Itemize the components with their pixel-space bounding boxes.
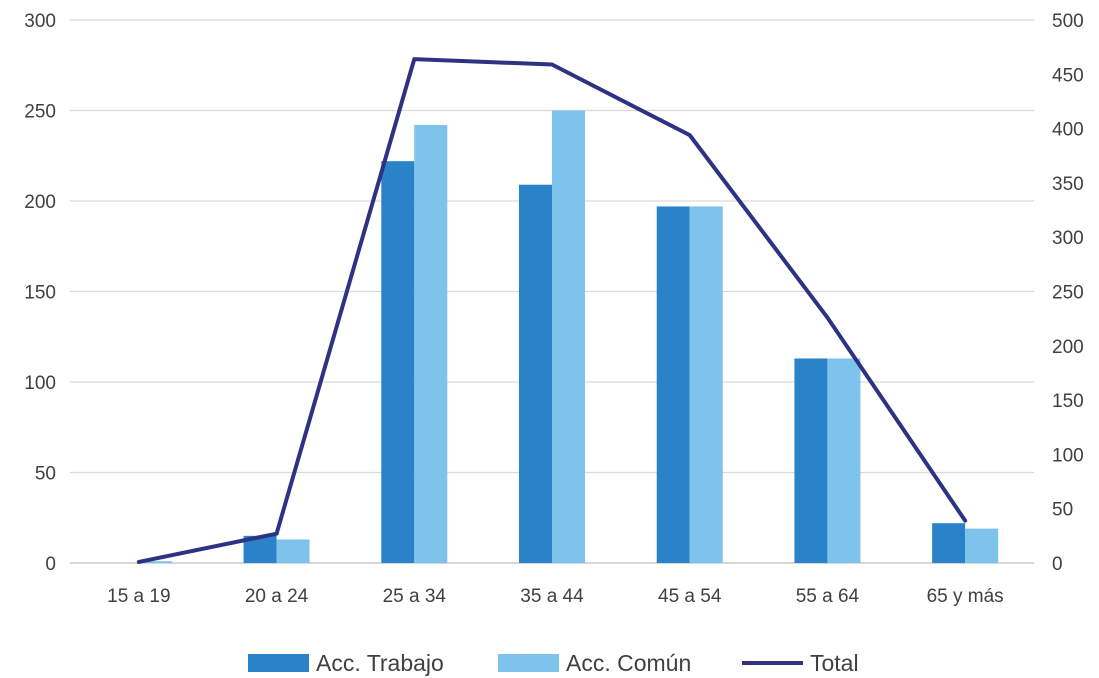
left-axis-tick-label: 150: [24, 283, 56, 304]
right-axis-tick-label: 450: [1052, 65, 1084, 86]
legend-item: Total: [742, 650, 859, 676]
x-axis-tick-label: 20 a 24: [245, 586, 309, 607]
left-axis-tick-label: 200: [24, 192, 56, 213]
left-y-axis: 0 50 100 150 200 250 300: [24, 11, 56, 575]
left-axis-tick-label: 250: [24, 102, 56, 123]
line-series: [136, 57, 968, 564]
x-axis-tick-label: 55 a 64: [796, 586, 860, 607]
legend-swatch: [498, 654, 559, 672]
bar-acc-com-n: [552, 110, 585, 563]
bar-acc-trabajo: [794, 358, 828, 563]
bar-acc-com-n: [276, 539, 310, 563]
legend-label: Total: [810, 650, 859, 676]
right-axis-tick-label: 100: [1052, 445, 1084, 466]
bar-acc-com-n: [414, 124, 448, 563]
right-axis-tick-label: 400: [1052, 120, 1084, 141]
bar-acc-com-n: [138, 561, 172, 563]
legend-item: Acc. Común: [498, 650, 691, 676]
x-axis-tick-label: 65 y más: [927, 586, 1004, 607]
left-axis-tick-label: 300: [24, 11, 56, 32]
x-axis-tick-label: 25 a 34: [383, 586, 447, 607]
right-axis-tick-label: 350: [1052, 174, 1084, 195]
legend-label: Acc. Común: [566, 650, 691, 676]
legend-item: Acc. Trabajo: [248, 650, 444, 676]
right-axis-tick-label: 200: [1052, 337, 1084, 358]
legend-label: Acc. Trabajo: [316, 650, 444, 676]
right-axis-tick-label: 500: [1052, 11, 1084, 32]
bar-acc-trabajo: [932, 523, 966, 563]
right-axis-tick-label: 50: [1052, 500, 1073, 521]
legend: Acc. Trabajo Acc. Común Total: [248, 650, 859, 676]
right-axis-tick-label: 150: [1052, 391, 1084, 412]
bar-acc-trabajo: [381, 161, 415, 563]
total-line: [136, 57, 968, 564]
bar-acc-com-n: [965, 528, 999, 563]
bar-acc-com-n: [689, 206, 723, 563]
bar-acc-trabajo: [656, 206, 690, 563]
x-axis-tick-label: 15 a 19: [107, 586, 170, 607]
right-y-axis: 0 50 100 150 200 250 300 350 400 450 500: [1052, 11, 1084, 575]
legend-swatch: [248, 654, 309, 672]
x-axis-tick-label: 45 a 54: [658, 586, 722, 607]
left-axis-tick-label: 0: [45, 554, 56, 575]
bar-acc-com-n: [827, 358, 861, 563]
x-axis: 15 a 19 20 a 24 25 a 34 35 a 44 45 a 54 55 a …: [107, 586, 1004, 607]
right-axis-tick-label: 250: [1052, 283, 1084, 304]
x-axis-tick-label: 35 a 44: [520, 586, 584, 607]
right-axis-tick-label: 0: [1052, 554, 1063, 575]
right-axis-tick-label: 300: [1052, 228, 1084, 249]
bar-acc-trabajo: [519, 184, 552, 563]
bar-series: [138, 110, 999, 563]
left-axis-tick-label: 100: [24, 373, 56, 394]
left-axis-tick-label: 50: [35, 464, 56, 485]
